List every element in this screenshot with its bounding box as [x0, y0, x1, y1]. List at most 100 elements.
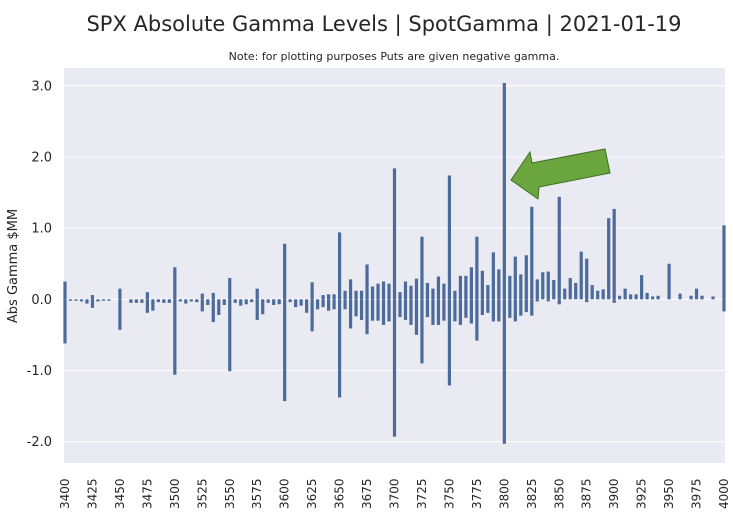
- bar: [129, 299, 133, 303]
- bar: [348, 299, 353, 329]
- bar: [497, 299, 501, 322]
- bar: [272, 299, 276, 305]
- bar: [409, 285, 413, 300]
- bar: [486, 299, 490, 313]
- bar: [431, 299, 435, 325]
- y-tick-label: -2.0: [27, 435, 52, 450]
- bar: [376, 299, 380, 321]
- bar: [491, 299, 495, 322]
- x-tick-label: 3500: [168, 478, 182, 509]
- bar: [502, 82, 506, 300]
- x-tick-label: 3725: [415, 478, 429, 509]
- bar: [283, 299, 287, 402]
- bar: [541, 272, 545, 300]
- bar: [217, 299, 221, 315]
- x-tick-label: 3575: [250, 478, 264, 509]
- bar: [568, 277, 572, 300]
- bar: [145, 299, 149, 313]
- bar: [255, 299, 259, 320]
- bar: [475, 236, 479, 300]
- bar: [574, 282, 578, 300]
- y-tick-label: 0.0: [31, 293, 52, 308]
- bar: [184, 299, 188, 304]
- bar: [645, 292, 649, 300]
- bar: [585, 299, 589, 303]
- bar: [206, 299, 210, 305]
- bar: [211, 299, 215, 323]
- bar: [469, 299, 473, 324]
- bar: [656, 295, 660, 300]
- x-tick-label: 3775: [470, 478, 484, 509]
- bar: [376, 283, 380, 300]
- bar: [200, 293, 204, 300]
- bar: [359, 299, 364, 320]
- bar: [283, 243, 287, 300]
- x-tick-label: 3850: [552, 478, 566, 509]
- x-tick-label: 4000: [717, 478, 731, 509]
- x-tick-label: 3825: [525, 478, 539, 509]
- bar: [442, 283, 446, 300]
- chart-subtitle: Note: for plotting purposes Puts are giv…: [229, 50, 560, 63]
- x-axis-ticks: 3400 3425 3450 3475 3500 3525 3550 3575 3600 3625…: [58, 478, 731, 509]
- bar: [436, 276, 441, 300]
- bar: [343, 299, 347, 310]
- bar: [524, 299, 528, 313]
- bar: [250, 299, 254, 303]
- bar: [173, 267, 177, 300]
- bar: [118, 299, 122, 330]
- bar: [85, 299, 89, 304]
- y-axis-ticks: 3.0 2.0 1.0 0.0 -1.0 -2.0: [27, 79, 52, 450]
- bar: [519, 299, 523, 316]
- x-tick-label: 3550: [223, 478, 237, 509]
- bar: [354, 290, 358, 300]
- bars: [63, 82, 726, 444]
- bar: [420, 299, 424, 364]
- bar: [310, 282, 314, 300]
- bar: [530, 206, 534, 300]
- bar: [261, 299, 265, 315]
- bar: [277, 299, 281, 305]
- bar: [74, 299, 78, 301]
- bar: [392, 299, 397, 437]
- bar: [63, 299, 67, 344]
- bar: [90, 295, 95, 300]
- bar: [618, 295, 622, 300]
- bar: [458, 299, 462, 325]
- bar: [557, 299, 561, 305]
- y-tick-label: 2.0: [31, 150, 52, 165]
- bar: [162, 299, 166, 303]
- bar: [195, 299, 199, 303]
- bar: [327, 299, 331, 311]
- bar: [436, 299, 441, 325]
- bar: [294, 299, 298, 308]
- bar: [464, 299, 468, 318]
- x-tick-label: 3925: [635, 478, 649, 509]
- bar: [414, 278, 419, 300]
- bar: [552, 280, 556, 300]
- bar: [343, 290, 347, 300]
- bar: [239, 299, 243, 306]
- x-tick-label: 3625: [305, 478, 319, 509]
- bar: [491, 252, 495, 300]
- bar: [233, 299, 237, 303]
- bar: [414, 299, 419, 335]
- bar: [228, 299, 232, 372]
- bar: [612, 208, 616, 300]
- x-tick-label: 3600: [278, 478, 292, 509]
- bar: [63, 281, 67, 300]
- bar: [634, 294, 638, 300]
- bar: [502, 299, 506, 444]
- bar: [321, 299, 325, 308]
- bar: [151, 299, 155, 311]
- bar: [590, 285, 594, 300]
- y-tick-label: 1.0: [31, 222, 52, 237]
- bar: [722, 225, 726, 300]
- bar: [228, 277, 232, 300]
- bar: [607, 218, 611, 300]
- bar: [447, 175, 452, 300]
- bar: [612, 299, 616, 303]
- bar: [134, 299, 138, 303]
- bar: [425, 282, 430, 300]
- bar: [524, 255, 528, 300]
